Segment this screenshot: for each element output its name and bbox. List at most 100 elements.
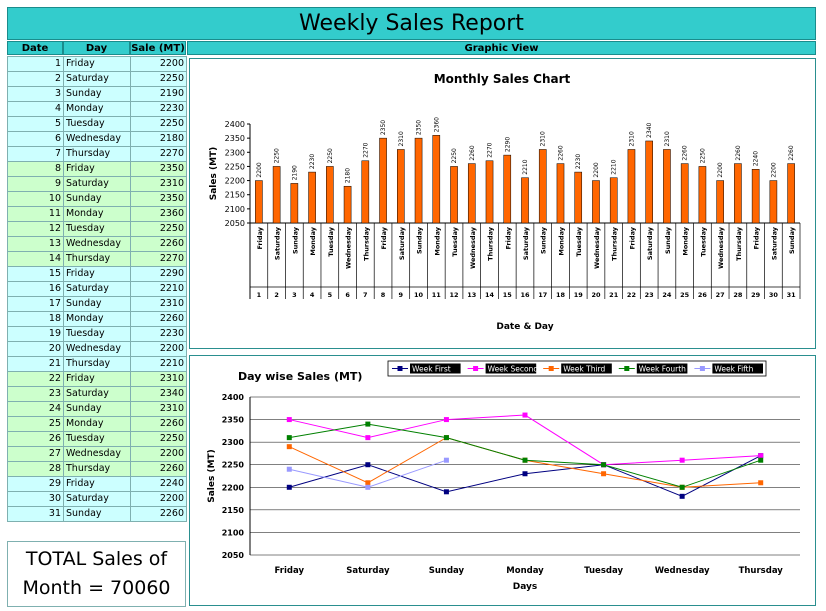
- day-cell[interactable]: Thursday: [63, 251, 131, 267]
- bar[interactable]: [326, 166, 334, 224]
- date-cell[interactable]: 23: [7, 386, 64, 402]
- bar[interactable]: [467, 163, 476, 224]
- date-cell[interactable]: 18: [7, 311, 64, 327]
- date-cell[interactable]: 10: [7, 191, 64, 207]
- line-point[interactable]: [286, 484, 292, 490]
- sale-cell[interactable]: 2340: [130, 386, 187, 402]
- line-point[interactable]: [758, 457, 764, 463]
- bar[interactable]: [663, 149, 671, 224]
- date-cell[interactable]: 28: [7, 461, 64, 477]
- bar[interactable]: [503, 154, 512, 224]
- line-point[interactable]: [365, 484, 371, 490]
- day-cell[interactable]: Friday: [63, 161, 131, 177]
- bar[interactable]: [609, 177, 618, 224]
- line-point[interactable]: [286, 417, 292, 423]
- bar[interactable]: [432, 135, 441, 224]
- date-cell[interactable]: 29: [7, 476, 64, 492]
- sale-cell[interactable]: 2250: [130, 71, 187, 87]
- line-series[interactable]: [289, 414, 761, 466]
- day-cell[interactable]: Wednesday: [63, 131, 131, 147]
- bar[interactable]: [450, 166, 458, 224]
- bar[interactable]: [485, 160, 494, 224]
- line-point[interactable]: [443, 417, 449, 423]
- line-point[interactable]: [443, 457, 449, 463]
- bar[interactable]: [716, 180, 724, 224]
- day-cell[interactable]: Saturday: [63, 386, 131, 402]
- date-cell[interactable]: 16: [7, 281, 64, 297]
- line-point[interactable]: [365, 421, 371, 427]
- date-cell[interactable]: 1: [7, 56, 64, 72]
- monthly-sales-chart-panel[interactable]: Monthly Sales Chart Sales (MT) Date & Day 2…: [189, 58, 816, 349]
- day-cell[interactable]: Monday: [63, 206, 131, 222]
- sale-cell[interactable]: 2250: [130, 221, 187, 237]
- day-cell[interactable]: Tuesday: [63, 326, 131, 342]
- date-cell[interactable]: 3: [7, 86, 64, 102]
- day-cell[interactable]: Monday: [63, 101, 131, 117]
- line-point[interactable]: [365, 480, 371, 486]
- line-point[interactable]: [443, 489, 449, 495]
- date-cell[interactable]: 9: [7, 176, 64, 192]
- bar[interactable]: [414, 137, 423, 224]
- bar[interactable]: [734, 163, 742, 224]
- column-header-day[interactable]: Day: [63, 41, 130, 55]
- date-cell[interactable]: 11: [7, 206, 64, 222]
- bar[interactable]: [343, 185, 352, 224]
- bar[interactable]: [538, 149, 547, 224]
- sale-cell[interactable]: 2190: [130, 86, 187, 102]
- line-point[interactable]: [679, 457, 685, 463]
- day-cell[interactable]: Tuesday: [63, 116, 131, 132]
- date-cell[interactable]: 17: [7, 296, 64, 312]
- bar[interactable]: [379, 137, 387, 224]
- sale-cell[interactable]: 2270: [130, 251, 187, 267]
- line-point[interactable]: [443, 435, 449, 441]
- day-cell[interactable]: Wednesday: [63, 236, 131, 252]
- line-point[interactable]: [365, 462, 371, 468]
- line-point[interactable]: [522, 457, 528, 463]
- date-cell[interactable]: 14: [7, 251, 64, 267]
- day-cell[interactable]: Saturday: [63, 176, 131, 192]
- bar[interactable]: [255, 180, 263, 224]
- date-cell[interactable]: 6: [7, 131, 64, 147]
- date-cell[interactable]: 8: [7, 161, 64, 177]
- sale-cell[interactable]: 2230: [130, 326, 187, 342]
- day-cell[interactable]: Friday: [63, 56, 131, 72]
- sale-cell[interactable]: 2210: [130, 281, 187, 297]
- line-point[interactable]: [522, 412, 528, 418]
- day-cell[interactable]: Saturday: [63, 71, 131, 87]
- day-cell[interactable]: Monday: [63, 311, 131, 327]
- date-cell[interactable]: 19: [7, 326, 64, 342]
- line-point[interactable]: [758, 453, 764, 459]
- bar[interactable]: [592, 180, 600, 224]
- sale-cell[interactable]: 2310: [130, 176, 187, 192]
- date-cell[interactable]: 31: [7, 506, 64, 522]
- date-cell[interactable]: 27: [7, 446, 64, 462]
- sale-cell[interactable]: 2200: [130, 341, 187, 357]
- line-point[interactable]: [286, 466, 292, 472]
- day-cell[interactable]: Saturday: [63, 491, 131, 507]
- day-cell[interactable]: Sunday: [63, 191, 131, 207]
- day-cell[interactable]: Thursday: [63, 461, 131, 477]
- day-cell[interactable]: Monday: [63, 416, 131, 432]
- sale-cell[interactable]: 2310: [130, 401, 187, 417]
- line-point[interactable]: [286, 444, 292, 450]
- day-cell[interactable]: Friday: [63, 266, 131, 282]
- bar[interactable]: [556, 163, 565, 224]
- day-cell[interactable]: Tuesday: [63, 431, 131, 447]
- bar[interactable]: [680, 163, 689, 224]
- sale-cell[interactable]: 2350: [130, 161, 187, 177]
- bar[interactable]: [272, 166, 281, 224]
- sale-cell[interactable]: 2290: [130, 266, 187, 282]
- date-cell[interactable]: 12: [7, 221, 64, 237]
- line-point[interactable]: [601, 471, 607, 477]
- day-cell[interactable]: Thursday: [63, 356, 131, 372]
- date-cell[interactable]: 15: [7, 266, 64, 282]
- sale-cell[interactable]: 2240: [130, 476, 187, 492]
- line-point[interactable]: [679, 493, 685, 499]
- line-point[interactable]: [286, 435, 292, 441]
- sale-cell[interactable]: 2260: [130, 311, 187, 327]
- bar[interactable]: [751, 169, 760, 224]
- day-cell[interactable]: Thursday: [63, 146, 131, 162]
- line-point[interactable]: [679, 484, 685, 490]
- sale-cell[interactable]: 2270: [130, 146, 187, 162]
- sale-cell[interactable]: 2180: [130, 131, 187, 147]
